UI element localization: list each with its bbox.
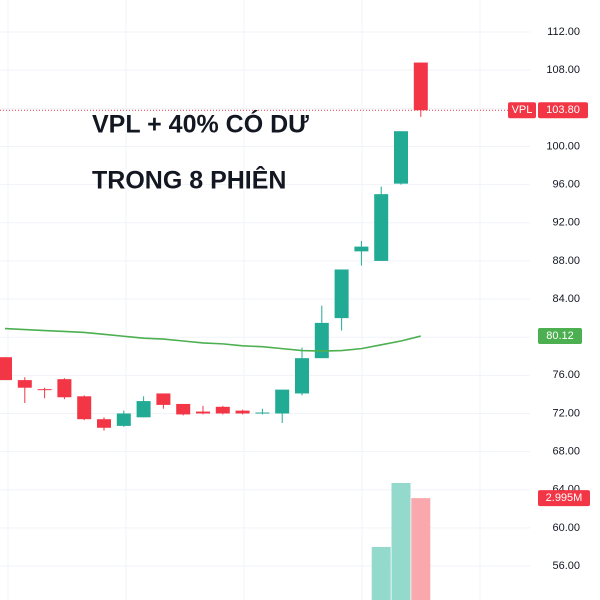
volume-tag-label: 2.995M xyxy=(546,492,583,504)
ma-tag-label: 80.12 xyxy=(546,330,574,342)
y-tick-label: 92.00 xyxy=(552,217,580,229)
y-tick-label: 60.00 xyxy=(552,522,580,534)
y-tick-label: 84.00 xyxy=(552,293,580,305)
plot xyxy=(0,62,508,431)
y-tick-label: 112.00 xyxy=(547,26,580,38)
price-tag xyxy=(538,102,588,119)
candle-body xyxy=(394,131,408,184)
grid xyxy=(0,31,530,567)
ma-tag xyxy=(538,328,582,345)
candle-body xyxy=(0,357,12,381)
candle-body xyxy=(116,413,131,426)
y-tick-label: 76.00 xyxy=(552,369,580,381)
y-tick-label: 100.00 xyxy=(546,140,580,152)
candle-body xyxy=(57,379,72,398)
y-tick-label: 68.00 xyxy=(552,446,580,458)
candle-body xyxy=(374,194,389,261)
price-name: VPL xyxy=(512,104,533,116)
y-tick-label: 108.00 xyxy=(546,64,580,76)
y-axis: 56.0060.0064.0068.0072.0076.0080.0084.00… xyxy=(508,26,590,572)
annotation: VPL + 40% CÓ DƯ xyxy=(92,109,309,139)
candle-body xyxy=(334,269,349,319)
price-tag-label: 103.80 xyxy=(546,104,580,116)
volume-tag xyxy=(538,490,590,507)
candle-body xyxy=(156,393,171,405)
volume xyxy=(371,483,431,600)
candle-body xyxy=(413,62,428,111)
y-tick-label: 56.00 xyxy=(552,560,580,572)
candle-body xyxy=(37,389,52,391)
candle-body xyxy=(97,419,111,428)
moving-average xyxy=(4,327,421,352)
volume-bar xyxy=(371,546,391,600)
volume-bar xyxy=(411,498,431,600)
candle-body xyxy=(255,412,270,414)
candle-body xyxy=(136,401,151,418)
annotation: TRONG 8 PHIÊN xyxy=(92,165,286,195)
vertical-grid xyxy=(7,0,481,600)
y-tick-label: 88.00 xyxy=(552,255,580,267)
volume-bar xyxy=(391,483,411,600)
candle-body xyxy=(17,380,32,388)
candle-body xyxy=(176,403,191,415)
y-tick-label: 96.00 xyxy=(552,179,580,191)
candle-body xyxy=(314,322,329,359)
candle-body xyxy=(275,389,290,414)
y-tick-label: 72.00 xyxy=(552,407,580,419)
candle-body xyxy=(215,406,230,414)
candle-body xyxy=(77,396,92,420)
candle-body xyxy=(196,411,210,414)
candle-body xyxy=(235,410,250,414)
price-name-tag xyxy=(508,102,536,119)
candle-body xyxy=(295,358,309,394)
candle-body xyxy=(354,246,369,252)
